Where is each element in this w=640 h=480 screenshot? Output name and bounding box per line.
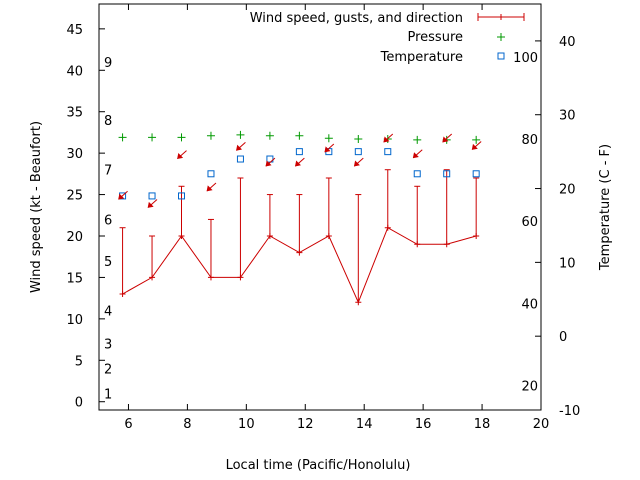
- wind-arrow-head: [177, 153, 184, 160]
- beaufort-label: 6: [104, 213, 112, 228]
- wind-arrow-head: [147, 201, 154, 208]
- y-axis-label-right: Temperature (C - F): [598, 144, 613, 271]
- fahrenheit-label: 100: [513, 51, 538, 66]
- y-axis-label-left: Wind speed (kt - Beaufort): [29, 121, 44, 293]
- y-tick-label-left: 20: [66, 230, 83, 245]
- pressure-series: [118, 130, 481, 144]
- plot-frame: [98, 3, 542, 411]
- wind-speed-point: [119, 291, 126, 297]
- temperature-point: [148, 192, 156, 200]
- pressure-point: [206, 131, 215, 140]
- y-tick-label-left: 35: [66, 106, 83, 121]
- wind-arrow-head: [294, 160, 301, 167]
- temperature-point: [354, 148, 362, 156]
- x-tick-label: 20: [533, 417, 550, 432]
- y-tick-label-left: 5: [75, 354, 83, 369]
- legend-label-temperature: Temperature: [380, 50, 463, 65]
- temperature-point: [413, 170, 421, 178]
- y-tick-label-left: 30: [66, 147, 83, 162]
- y-tick-label-right-celsius: 30: [559, 109, 576, 124]
- pressure-point: [354, 135, 363, 144]
- pressure-point: [236, 130, 245, 139]
- beaufort-label: 2: [104, 363, 112, 378]
- y-tick-label-left: 0: [75, 396, 83, 411]
- beaufort-label: 8: [104, 114, 112, 129]
- temperature-point: [472, 170, 480, 178]
- wind-arrow-head: [236, 144, 243, 151]
- beaufort-label: 3: [104, 338, 112, 353]
- y-tick-label-right-celsius: 10: [559, 256, 576, 271]
- y-tick-label-right-celsius: 40: [559, 35, 576, 50]
- temperature-point: [384, 148, 392, 156]
- temperature-series: [119, 148, 480, 200]
- fahrenheit-label: 80: [521, 133, 538, 148]
- temperature-point: [236, 155, 244, 163]
- wind-arrow-head: [118, 193, 125, 200]
- x-tick-label: 6: [124, 417, 132, 432]
- y-tick-label-right-celsius: 20: [559, 183, 576, 198]
- pressure-point: [265, 131, 274, 140]
- pressure-point: [413, 135, 422, 144]
- pressure-point: [118, 133, 127, 142]
- beaufort-label: 9: [104, 56, 112, 71]
- beaufort-label: 1: [104, 387, 112, 402]
- fahrenheit-label: 40: [521, 298, 538, 313]
- legend-swatch-temperature: [497, 52, 505, 60]
- fahrenheit-label: 20: [521, 380, 538, 395]
- pressure-point: [295, 131, 304, 140]
- fahrenheit-label: 60: [521, 215, 538, 230]
- y-tick-label-left: 45: [66, 23, 83, 38]
- axis-labels: 6 8 10 12 14 16 18 20051015202530354045-1001020…: [66, 23, 580, 432]
- y-tick-label-right-celsius: 0: [559, 330, 567, 345]
- legend-swatch-pressure: [497, 33, 505, 41]
- tick-marks: [99, 4, 542, 411]
- wind-series: [119, 169, 480, 306]
- legend-label-pressure: Pressure: [407, 30, 463, 45]
- temperature-point: [295, 148, 303, 156]
- wind-speed-line: [122, 226, 477, 304]
- beaufort-label: 4: [104, 305, 112, 320]
- temperature-point: [178, 192, 186, 200]
- wind-arrow-head: [412, 152, 419, 159]
- legend-label-wind: Wind speed, gusts, and direction: [250, 11, 463, 26]
- temperature-point: [443, 170, 451, 178]
- x-tick-label: 14: [356, 417, 373, 432]
- wind-arrow-head: [206, 185, 213, 192]
- x-tick-label: 8: [183, 417, 191, 432]
- pressure-point: [148, 133, 157, 142]
- wind-arrow-head: [265, 160, 272, 167]
- beaufort-label: 5: [104, 255, 112, 270]
- y-tick-label-left: 25: [66, 189, 83, 204]
- legend: Wind speed, gusts, and direction Pressur…: [250, 11, 525, 65]
- pressure-point: [177, 133, 186, 142]
- wind-arrow-head: [383, 136, 390, 143]
- x-tick-label: 18: [474, 417, 491, 432]
- wind-arrow-head: [442, 136, 449, 143]
- y-tick-label-left: 10: [66, 313, 83, 328]
- x-tick-label: 10: [238, 417, 255, 432]
- y-tick-label-right-celsius: -10: [559, 404, 580, 419]
- temperature-point: [207, 170, 215, 178]
- wind-arrow-head: [471, 143, 478, 150]
- x-axis-label: Local time (Pacific/Honolulu): [226, 458, 411, 473]
- wind-arrow-head: [324, 146, 331, 153]
- x-tick-label: 12: [297, 417, 314, 432]
- pressure-point: [472, 135, 481, 144]
- y-tick-label-left: 15: [66, 271, 83, 286]
- wind-direction-arrows: [118, 133, 482, 208]
- y-tick-label-left: 40: [66, 64, 83, 79]
- wind-arrow-head: [353, 160, 360, 167]
- beaufort-label: 7: [104, 164, 112, 179]
- x-tick-label: 16: [415, 417, 432, 432]
- pressure-point: [324, 134, 333, 143]
